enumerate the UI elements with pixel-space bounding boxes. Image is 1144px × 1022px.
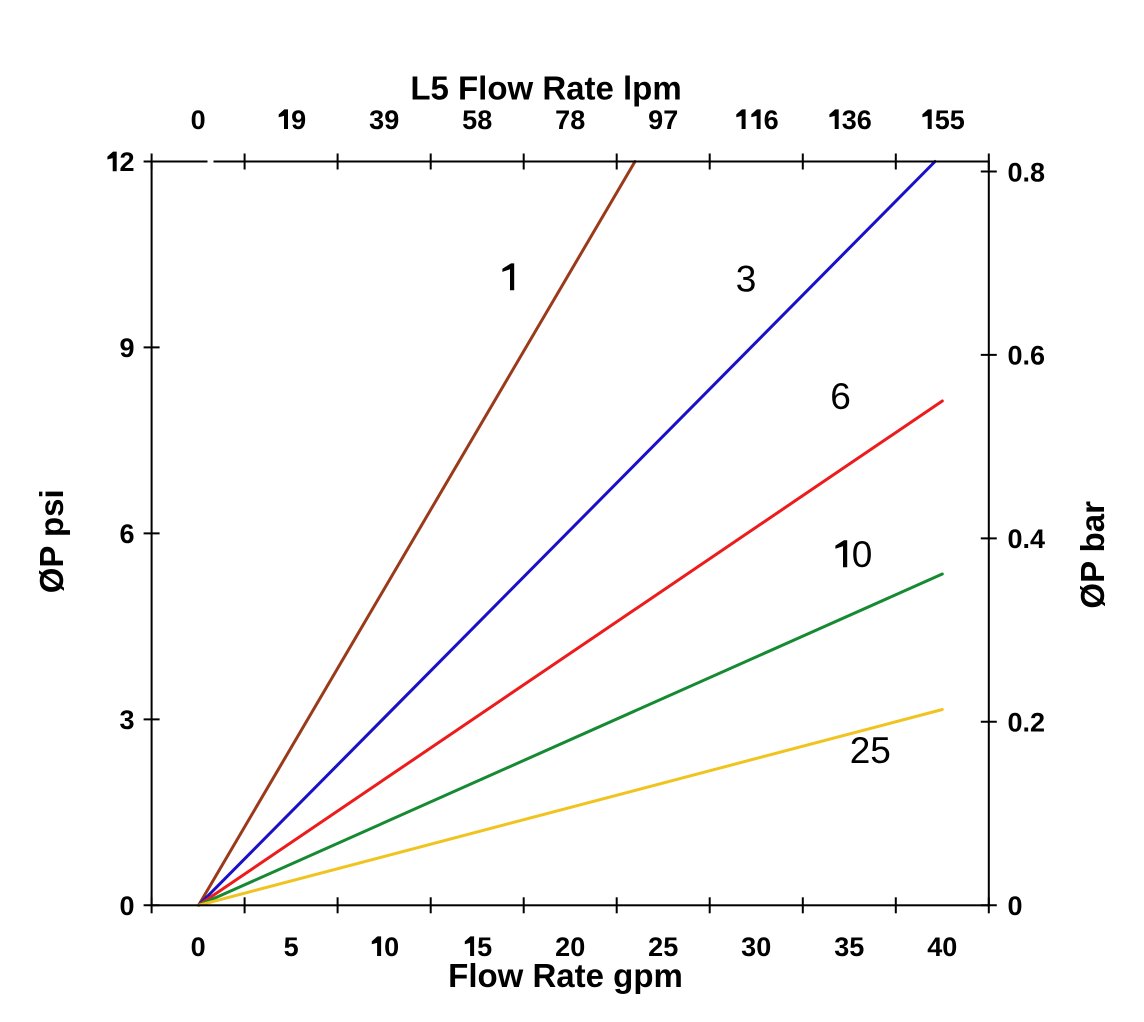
svg-text:25: 25 bbox=[648, 932, 678, 962]
svg-text:30: 30 bbox=[741, 932, 771, 962]
svg-text:5: 5 bbox=[477, 932, 492, 962]
svg-text:39: 39 bbox=[369, 105, 399, 135]
svg-text:20: 20 bbox=[555, 932, 585, 962]
svg-text:0: 0 bbox=[191, 932, 206, 962]
svg-text:L5 Flow Rate lpm: L5 Flow Rate lpm bbox=[410, 70, 681, 107]
svg-text:ØP psi: ØP psi bbox=[33, 489, 70, 593]
svg-text:0: 0 bbox=[119, 891, 134, 921]
svg-text:0.2: 0.2 bbox=[1008, 708, 1046, 738]
svg-text:9: 9 bbox=[291, 105, 306, 135]
svg-text:9: 9 bbox=[119, 333, 134, 363]
svg-text:97: 97 bbox=[648, 105, 678, 135]
svg-text:6: 6 bbox=[830, 376, 851, 417]
svg-text:0: 0 bbox=[191, 105, 206, 135]
svg-text:25: 25 bbox=[850, 730, 891, 771]
svg-text:6: 6 bbox=[764, 105, 779, 135]
svg-text:3: 3 bbox=[119, 705, 134, 735]
svg-text:5: 5 bbox=[950, 105, 965, 135]
svg-text:58: 58 bbox=[462, 105, 492, 135]
svg-text:3: 3 bbox=[842, 105, 857, 135]
svg-text:0: 0 bbox=[852, 534, 873, 575]
svg-text:0.6: 0.6 bbox=[1008, 341, 1046, 371]
svg-text:2: 2 bbox=[119, 147, 134, 177]
svg-text:40: 40 bbox=[927, 932, 957, 962]
svg-text:78: 78 bbox=[555, 105, 585, 135]
svg-text:Flow Rate gpm: Flow Rate gpm bbox=[448, 957, 683, 994]
svg-text:35: 35 bbox=[834, 932, 864, 962]
svg-text:3: 3 bbox=[736, 258, 757, 299]
svg-text:5: 5 bbox=[284, 932, 299, 962]
svg-text:5: 5 bbox=[935, 105, 950, 135]
svg-text:6: 6 bbox=[119, 519, 134, 549]
svg-text:0: 0 bbox=[1008, 891, 1023, 921]
svg-text:6: 6 bbox=[857, 105, 872, 135]
svg-text:ØP bar: ØP bar bbox=[1074, 501, 1111, 609]
svg-text:0.4: 0.4 bbox=[1008, 524, 1046, 554]
svg-text:0: 0 bbox=[384, 932, 399, 962]
svg-text:0.8: 0.8 bbox=[1008, 157, 1046, 187]
